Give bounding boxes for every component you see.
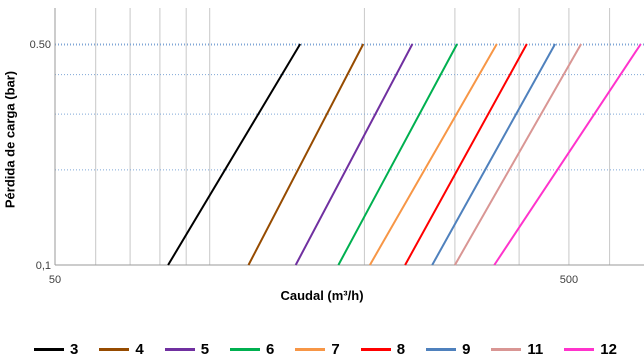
legend-item: 12 (564, 341, 617, 358)
y-axis-title: Pérdida de carga (bar) (2, 70, 18, 209)
legend-item: 9 (426, 341, 470, 358)
series-line-5 (294, 43, 414, 266)
legend-swatch (564, 348, 595, 351)
legend-swatch (491, 348, 522, 351)
legend-label: 9 (462, 341, 471, 358)
series-lines (167, 43, 642, 266)
x-tick-label: 500 (560, 274, 578, 286)
series-line-11 (454, 43, 582, 266)
legend-swatch (34, 348, 64, 351)
legend-item: 11 (491, 341, 543, 358)
legend-item: 7 (295, 341, 340, 358)
legend-item: 5 (164, 341, 210, 358)
axes (54, 8, 644, 266)
legend-label: 4 (135, 341, 144, 358)
tick-labels: 50 500 0,1 0.50 (30, 39, 579, 286)
legend-label: 3 (70, 341, 79, 358)
legend-label: 5 (200, 341, 210, 358)
plot-area (55, 8, 644, 265)
legend-label: 12 (600, 341, 617, 358)
series-line-12 (493, 43, 642, 266)
legend: 3 4 5 6 7 8 9 11 12 (34, 341, 638, 358)
legend-swatch (99, 348, 130, 351)
legend-item: 6 (230, 341, 274, 358)
legend-swatch (230, 348, 261, 351)
legend-swatch (360, 348, 391, 351)
legend-swatch (295, 348, 326, 351)
series-line-7 (369, 43, 498, 266)
legend-label: 7 (331, 341, 340, 358)
y-tick-label: 0.50 (30, 39, 51, 51)
series-line-8 (404, 43, 528, 266)
y-tick-label: 0,1 (36, 260, 51, 272)
series-line-6 (337, 43, 458, 266)
legend-item: 4 (99, 341, 144, 358)
legend-label: 11 (527, 341, 544, 358)
x-tick-label: 50 (49, 274, 61, 286)
x-axis-title: Caudal (m³/h) (280, 288, 364, 303)
legend-swatch (164, 348, 195, 351)
series-line-9 (431, 43, 556, 266)
legend-swatch (426, 348, 457, 351)
series-line-3 (167, 43, 302, 266)
legend-item: 3 (34, 341, 78, 358)
legend-item: 8 (360, 341, 406, 358)
legend-label: 8 (396, 341, 406, 358)
legend-label: 6 (266, 341, 275, 358)
series-line-4 (247, 43, 365, 266)
